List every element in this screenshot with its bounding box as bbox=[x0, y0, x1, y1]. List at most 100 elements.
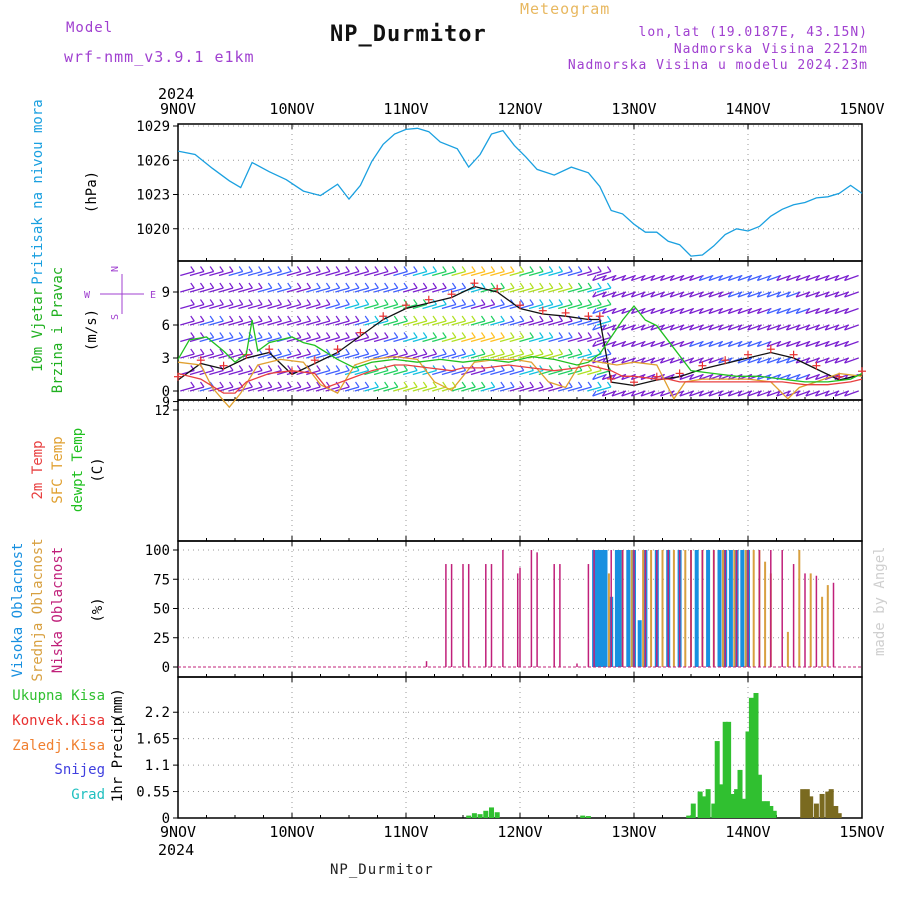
wind-barb bbox=[824, 390, 840, 397]
wind-barb bbox=[480, 386, 495, 392]
wind-barb bbox=[669, 291, 685, 298]
wind-barb-tick bbox=[776, 275, 781, 281]
wind-barb bbox=[315, 336, 331, 343]
cloud-bar bbox=[758, 550, 761, 667]
wind-barb bbox=[189, 353, 205, 359]
wind-barb-tick bbox=[267, 365, 273, 371]
wind-barb-tick bbox=[558, 266, 563, 272]
wind-barb-tick bbox=[611, 308, 617, 314]
wind-barb-tick bbox=[577, 282, 583, 289]
wind-barb bbox=[441, 353, 457, 359]
wind-barb-tick bbox=[611, 291, 617, 298]
wind-barb bbox=[737, 357, 753, 364]
wind-barb-tick bbox=[461, 381, 467, 388]
wind-barb-tick bbox=[422, 348, 428, 355]
wind-barb bbox=[587, 336, 602, 343]
precip-legend-item: Ukupna Kisa bbox=[12, 688, 105, 704]
wind-barb bbox=[470, 320, 486, 326]
precip-bar bbox=[748, 697, 754, 818]
wind-barb bbox=[461, 353, 476, 359]
wind-barb-tick bbox=[229, 348, 234, 355]
wind-barb bbox=[737, 291, 753, 298]
model-version: wrf-nmm_v3.9.1 e1km bbox=[64, 48, 255, 66]
wind-barb bbox=[267, 287, 282, 293]
wind-barb bbox=[470, 353, 486, 359]
wind-barb bbox=[689, 307, 704, 315]
wind-barb bbox=[209, 353, 224, 359]
wind-barb-tick bbox=[267, 381, 273, 388]
wind-barb bbox=[660, 324, 675, 331]
wind-barb-tick bbox=[689, 275, 694, 281]
wind-barb-tick bbox=[698, 308, 704, 314]
wind-barb bbox=[577, 336, 592, 343]
wind-barb-tick bbox=[219, 282, 224, 289]
precip-bar bbox=[742, 798, 748, 818]
wind-barb bbox=[538, 287, 553, 293]
wind-barb bbox=[844, 291, 859, 298]
precip-bar bbox=[471, 813, 477, 818]
wind-barb bbox=[257, 336, 272, 343]
wind-barb bbox=[844, 307, 859, 315]
wind-barb-tick bbox=[756, 390, 762, 397]
cloud-bar bbox=[425, 661, 428, 667]
wind-barb-tick bbox=[669, 357, 675, 364]
wind-barb bbox=[737, 390, 753, 397]
wind-barb bbox=[587, 320, 602, 326]
wind-barb bbox=[602, 274, 617, 282]
wind-barb bbox=[335, 386, 350, 392]
wind-barb bbox=[277, 320, 292, 326]
wind-barb bbox=[844, 340, 859, 348]
wind-barb-tick bbox=[776, 308, 781, 314]
wind-barb-tick bbox=[718, 308, 723, 314]
wind-barb bbox=[776, 274, 791, 282]
wind-barb bbox=[766, 274, 782, 282]
wind-barb bbox=[592, 274, 607, 282]
wind-barb bbox=[257, 303, 272, 310]
wind-barb bbox=[315, 369, 331, 376]
wind-barb bbox=[441, 369, 457, 376]
wind-barb-tick bbox=[471, 332, 476, 338]
wind-barb-tick bbox=[199, 348, 205, 355]
wind-barb bbox=[815, 373, 830, 381]
wind-barb-tick bbox=[539, 282, 544, 289]
wind-barb bbox=[824, 274, 840, 282]
cloud-bar bbox=[809, 573, 812, 667]
wind-barb-tick bbox=[325, 365, 331, 371]
y-tick-label: 12 bbox=[154, 404, 170, 419]
wind-barb bbox=[650, 291, 665, 298]
wind-barb bbox=[519, 287, 534, 293]
wind-barb-tick bbox=[587, 266, 593, 272]
wind-barb bbox=[364, 303, 379, 310]
wind-barb bbox=[422, 287, 437, 293]
wind-barb bbox=[315, 287, 331, 293]
wind-barb bbox=[538, 270, 553, 277]
wind-barb-tick bbox=[824, 357, 830, 364]
wind-barb-tick bbox=[592, 308, 597, 314]
precip-bar bbox=[714, 741, 720, 818]
wind-barb-tick bbox=[844, 275, 849, 281]
elevation-label: Nadmorska Visina 2212m bbox=[673, 42, 868, 57]
precip-bar bbox=[753, 693, 759, 818]
wind-barb-tick bbox=[451, 266, 457, 272]
y-tick-label: 50 bbox=[153, 602, 170, 618]
wind-barb-tick bbox=[558, 299, 563, 305]
wind-barb bbox=[509, 336, 524, 343]
wind-barb-tick bbox=[258, 315, 263, 322]
wind-barb bbox=[209, 270, 224, 277]
cloud-bar bbox=[644, 550, 647, 667]
y-tick-label: 0.55 bbox=[136, 785, 170, 801]
wind-barb-tick bbox=[621, 275, 626, 281]
wind-barb-tick bbox=[606, 315, 612, 322]
sfc-temp-line bbox=[177, 355, 863, 409]
wind-barb bbox=[718, 307, 733, 315]
wind-barb bbox=[596, 287, 612, 293]
wind-barb-tick bbox=[277, 332, 282, 338]
wind-barb bbox=[441, 336, 457, 343]
wind-barb bbox=[602, 373, 617, 381]
wind-barb bbox=[699, 390, 714, 397]
wind-barb bbox=[708, 390, 724, 397]
wind-barb-tick bbox=[606, 299, 612, 305]
wind-barb-tick bbox=[345, 299, 350, 305]
wind-barb-tick bbox=[190, 266, 195, 272]
wind-barb bbox=[461, 270, 476, 277]
